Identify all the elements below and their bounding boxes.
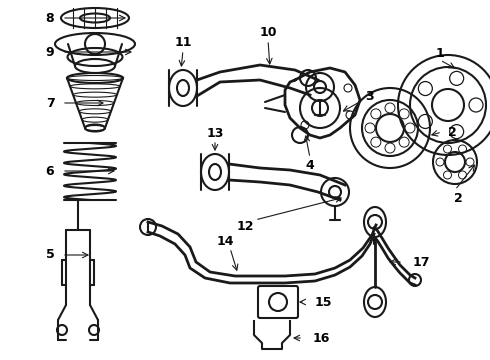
Text: 12: 12 [236,220,254,233]
Text: 6: 6 [46,165,54,177]
Text: 15: 15 [315,296,333,309]
Text: 1: 1 [436,46,444,59]
Text: 5: 5 [46,248,54,261]
Text: 8: 8 [46,12,54,24]
Text: 11: 11 [174,36,192,49]
Text: 4: 4 [306,158,315,171]
Text: 17: 17 [413,256,431,269]
Text: 7: 7 [46,96,54,109]
Text: 2: 2 [454,192,463,204]
Text: 14: 14 [216,234,234,248]
Text: 10: 10 [259,26,277,39]
Text: 3: 3 [366,90,374,103]
Text: 16: 16 [313,332,330,345]
Text: 13: 13 [206,126,224,140]
Text: 2: 2 [448,126,456,139]
Text: 9: 9 [46,45,54,59]
